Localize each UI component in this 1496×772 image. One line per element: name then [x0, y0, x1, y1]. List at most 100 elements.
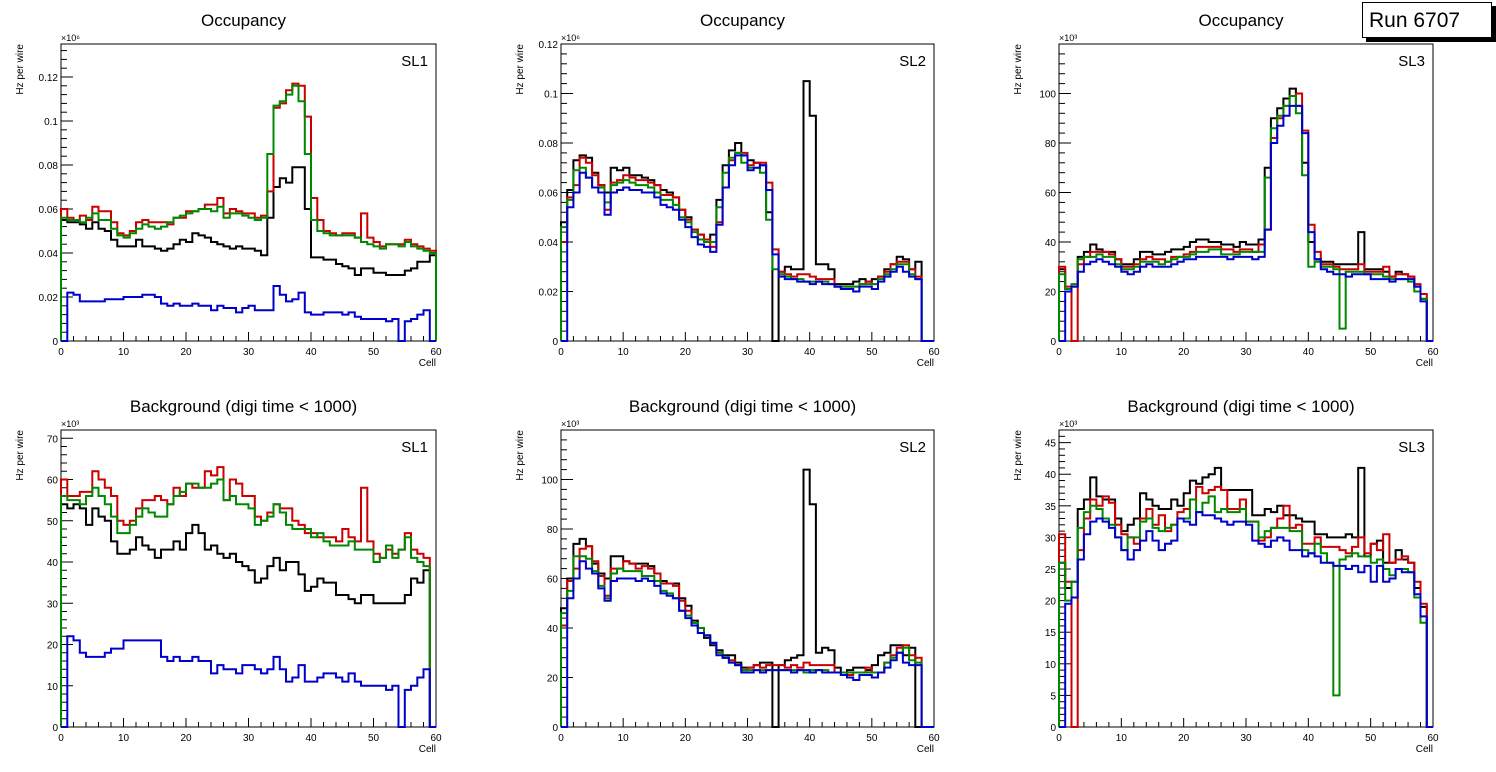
chart-bkg-sl3: Background (digi time < 1000)0 10 20 30 40 50… [1013, 397, 1439, 755]
x-axis-label: Cell [1416, 358, 1433, 369]
x-tick-label: 10 [118, 347, 130, 358]
series-line-blue [1059, 104, 1433, 342]
series-line-blue [61, 285, 436, 342]
x-tick-label: 60 [430, 733, 442, 744]
x-tick-label: 50 [368, 347, 380, 358]
x-axis-label: Cell [1416, 744, 1433, 755]
x-tick-label: 0 [58, 733, 64, 744]
series-line-blue [61, 635, 436, 728]
y-tick-label: 0.12 [539, 40, 559, 51]
x-axis-label: Cell [419, 358, 436, 369]
x-tick-label: 50 [1365, 347, 1377, 358]
chart-title: Occupancy [700, 11, 786, 30]
panel-label: SL3 [1398, 53, 1425, 70]
chart-title: Background (digi time < 1000) [130, 397, 357, 416]
y-tick-label: 0.08 [39, 161, 59, 172]
y-tick-label: 0 [1050, 337, 1056, 348]
y-tick-label: 0.1 [44, 117, 58, 128]
y-tick-label: 0.06 [539, 189, 559, 200]
x-tick-label: 10 [618, 733, 630, 744]
panel-label: SL3 [1398, 439, 1425, 456]
x-tick-label: 20 [1178, 347, 1190, 358]
x-tick-label: 30 [1240, 347, 1252, 358]
y-tick-label: 25 [1045, 565, 1057, 576]
y-tick-label: 40 [47, 558, 59, 569]
y-tick-label: 100 [1039, 90, 1056, 101]
y-tick-label: 50 [47, 517, 59, 528]
series-line-blue [1059, 511, 1433, 728]
y-tick-label: 40 [547, 624, 559, 635]
y-exponent-label: ×10³ [61, 419, 79, 429]
y-tick-label: 0 [1050, 723, 1056, 734]
series-line-red [1058, 92, 1433, 342]
x-tick-label: 50 [866, 347, 878, 358]
series-line-red [1058, 485, 1433, 728]
y-tick-label: 0.04 [39, 249, 59, 260]
x-tick-label: 0 [558, 347, 564, 358]
x-tick-label: 40 [1303, 347, 1315, 358]
panel-label: SL1 [401, 439, 428, 456]
y-tick-label: 0.02 [539, 288, 559, 299]
y-tick-label: 10 [1045, 660, 1057, 671]
chart-title: Occupancy [201, 11, 287, 30]
x-tick-label: 10 [118, 733, 130, 744]
x-tick-label: 20 [180, 347, 192, 358]
y-axis-label: Hz per wire [515, 430, 526, 481]
plot-frame [1058, 43, 1434, 342]
x-tick-label: 10 [618, 347, 630, 358]
y-tick-label: 0.1 [544, 90, 558, 101]
x-tick-label: 60 [928, 347, 940, 358]
series-line-black [60, 166, 437, 341]
y-tick-label: 0.08 [539, 139, 559, 150]
y-exponent-label: ×10³ [1059, 33, 1077, 43]
y-tick-label: 40 [1045, 470, 1057, 481]
x-tick-label: 50 [866, 733, 878, 744]
series-line-blue [561, 560, 934, 728]
x-tick-label: 60 [928, 733, 940, 744]
x-tick-label: 30 [243, 733, 255, 744]
series-line-black [1058, 87, 1433, 342]
x-axis-label: Cell [419, 744, 436, 755]
chart-bkg-sl1: Background (digi time < 1000) 0 10 20 30 40 50… [15, 397, 442, 755]
x-tick-label: 40 [804, 347, 816, 358]
y-tick-label: 70 [47, 434, 59, 445]
x-axis-label: Cell [917, 744, 934, 755]
panel-label: SL2 [899, 439, 926, 456]
y-tick-label: 0 [552, 337, 558, 348]
run-label-box: Run 6707 [1362, 2, 1492, 38]
series-line-red [560, 151, 934, 342]
y-exponent-label: ×10³ [1059, 419, 1077, 429]
y-tick-label: 60 [1045, 189, 1057, 200]
x-tick-label: 0 [58, 347, 64, 358]
y-exponent-label: ×10³ [561, 419, 579, 429]
y-tick-label: 20 [1045, 288, 1057, 299]
x-tick-label: 10 [1116, 733, 1128, 744]
x-tick-label: 30 [243, 347, 255, 358]
series-line-red [60, 82, 437, 341]
x-tick-label: 20 [680, 347, 692, 358]
y-axis-label: Hz per wire [15, 430, 26, 481]
chart-title: Background (digi time < 1000) [629, 397, 856, 416]
y-tick-label: 45 [1045, 439, 1057, 450]
y-tick-label: 0 [552, 723, 558, 734]
x-tick-label: 20 [1178, 733, 1190, 744]
y-tick-label: 20 [547, 674, 559, 685]
y-axis-label: Hz per wire [1013, 430, 1024, 481]
x-tick-label: 40 [305, 347, 317, 358]
series-line-black [560, 80, 934, 342]
y-axis-label: Hz per wire [515, 44, 526, 95]
y-tick-label: 35 [1045, 502, 1057, 513]
y-tick-label: 0 [52, 723, 58, 734]
x-tick-label: 40 [804, 733, 816, 744]
y-exponent-label: ×10⁶ [561, 33, 580, 43]
x-tick-label: 40 [1303, 733, 1315, 744]
y-axis-label: Hz per wire [1013, 44, 1024, 95]
chart-title: Background (digi time < 1000) [1127, 397, 1354, 416]
chart-title: Occupancy [1198, 11, 1284, 30]
series-line-green [60, 478, 436, 728]
y-tick-label: 40 [1045, 238, 1057, 249]
series-line-red [60, 466, 436, 728]
